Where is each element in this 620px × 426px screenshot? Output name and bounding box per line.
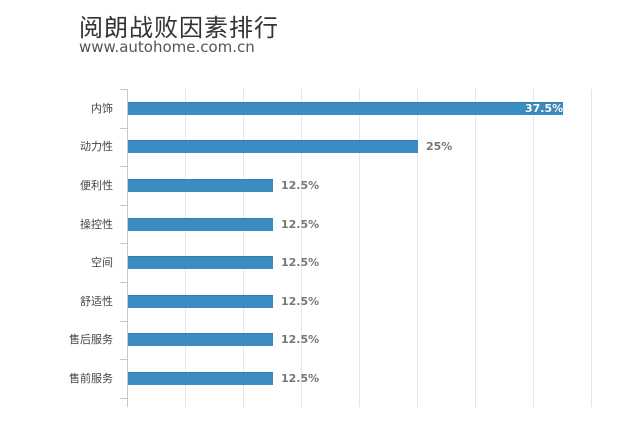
bar (128, 218, 273, 231)
value-label: 12.5% (281, 295, 320, 308)
axis-tick (120, 321, 127, 322)
bar (128, 295, 273, 308)
value-label: 37.5% (525, 102, 564, 115)
bar (128, 333, 273, 346)
axis-tick (120, 398, 127, 399)
gridline (185, 89, 186, 407)
value-label: 12.5% (281, 372, 320, 385)
axis-tick (120, 89, 127, 90)
gridline (359, 89, 360, 407)
bar (128, 256, 273, 269)
axis-tick (120, 359, 127, 360)
category-label: 动力性 (80, 140, 113, 153)
category-label: 售前服务 (69, 372, 113, 385)
y-axis (127, 89, 128, 407)
gridline (533, 89, 534, 407)
axis-tick (120, 243, 127, 244)
category-label: 内饰 (91, 102, 113, 115)
gridline (591, 89, 592, 407)
axis-tick (120, 166, 127, 167)
category-label: 空间 (91, 256, 113, 269)
category-label: 舒适性 (80, 295, 113, 308)
value-label: 12.5% (281, 218, 320, 231)
bar (128, 179, 273, 192)
bar (128, 102, 563, 115)
axis-tick (120, 282, 127, 283)
chart-title: 阅朗战败因素排行 (79, 14, 279, 42)
axis-tick (120, 128, 127, 129)
gridline (417, 89, 418, 407)
value-label: 12.5% (281, 256, 320, 269)
axis-tick (120, 205, 127, 206)
value-label: 12.5% (281, 333, 320, 346)
gridline (475, 89, 476, 407)
value-label: 25% (426, 140, 453, 153)
bar (128, 140, 418, 153)
category-label: 便利性 (80, 179, 113, 192)
bar (128, 372, 273, 385)
category-label: 售后服务 (69, 333, 113, 346)
chart-subtitle: www.autohome.com.cn (79, 38, 255, 56)
gridline (301, 89, 302, 407)
category-label: 操控性 (80, 218, 113, 231)
value-label: 12.5% (281, 179, 320, 192)
gridline (243, 89, 244, 407)
